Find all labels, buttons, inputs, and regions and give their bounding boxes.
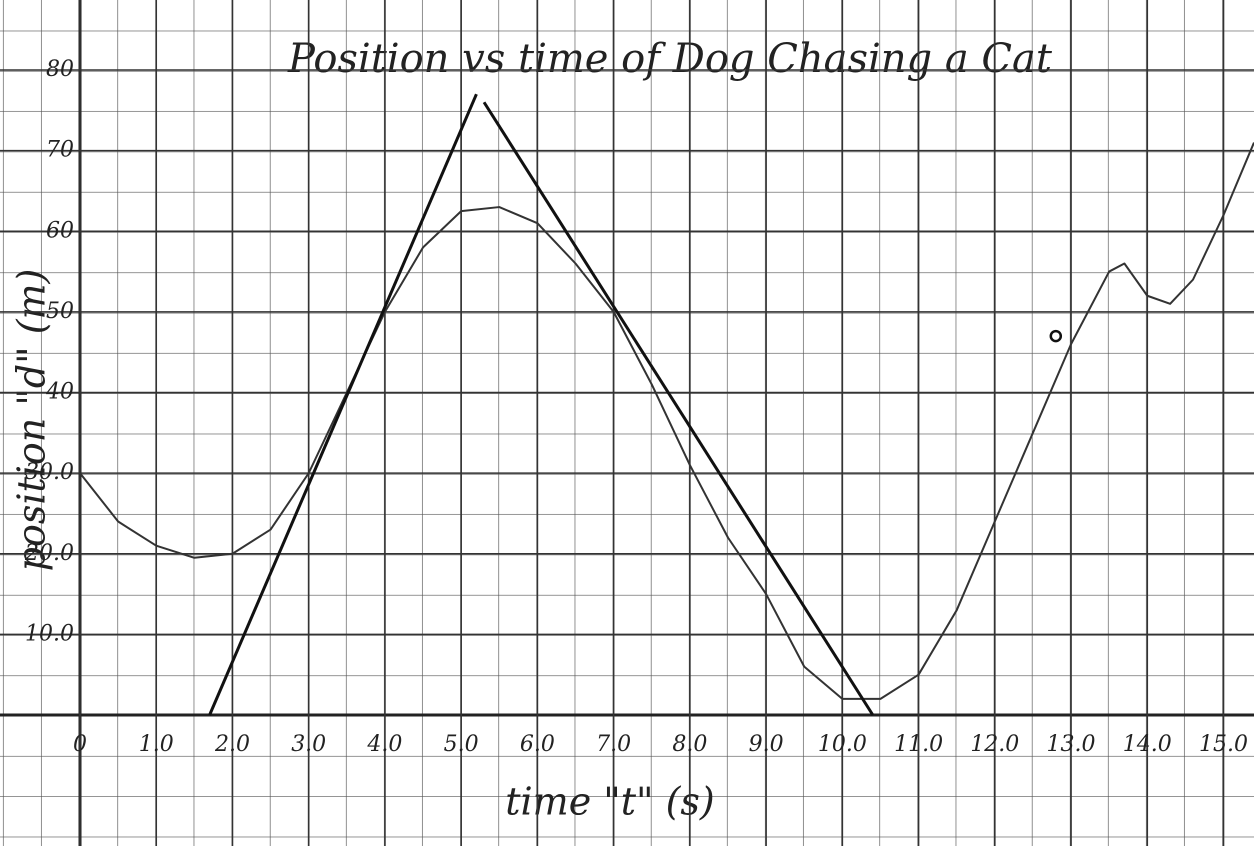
- graph-paper: [0, 0, 1254, 846]
- x-tick-label: 3.0: [291, 732, 326, 757]
- y-tick-label: 80: [46, 57, 74, 82]
- x-tick-label: 10.0: [818, 732, 867, 757]
- chart: Position vs time of Dog Chasing a Cat ti…: [0, 0, 1254, 846]
- x-tick-label: 12.0: [970, 732, 1019, 757]
- x-tick-label: 4.0: [366, 732, 402, 757]
- y-tick-label: 50: [46, 299, 74, 324]
- y-tick-label: 20.0: [24, 541, 74, 566]
- y-tick-label: 70: [46, 138, 74, 163]
- x-tick-label: 0: [73, 732, 87, 757]
- y-tick-label: 30.0: [25, 460, 74, 485]
- x-tick-label: 8.0: [672, 732, 707, 757]
- x-tick-label: 5.0: [444, 732, 479, 757]
- y-tick-label: 60: [46, 218, 74, 243]
- x-tick-label: 9.0: [749, 732, 784, 757]
- chart-title: Position vs time of Dog Chasing a Cat: [287, 36, 1053, 82]
- x-tick-label: 7.0: [596, 732, 631, 757]
- x-tick-label: 14.0: [1123, 732, 1172, 757]
- y-tick-label: 40: [45, 380, 74, 405]
- x-tick-label: 1.0: [139, 732, 174, 757]
- y-tick-label: 10.0: [25, 621, 74, 646]
- x-tick-label: 13.0: [1047, 732, 1096, 757]
- x-tick-label: 6.0: [520, 732, 555, 757]
- x-tick-label: 2.0: [214, 732, 250, 757]
- x-tick-label: 11.0: [894, 732, 943, 757]
- x-tick-label: 15.0: [1199, 732, 1248, 757]
